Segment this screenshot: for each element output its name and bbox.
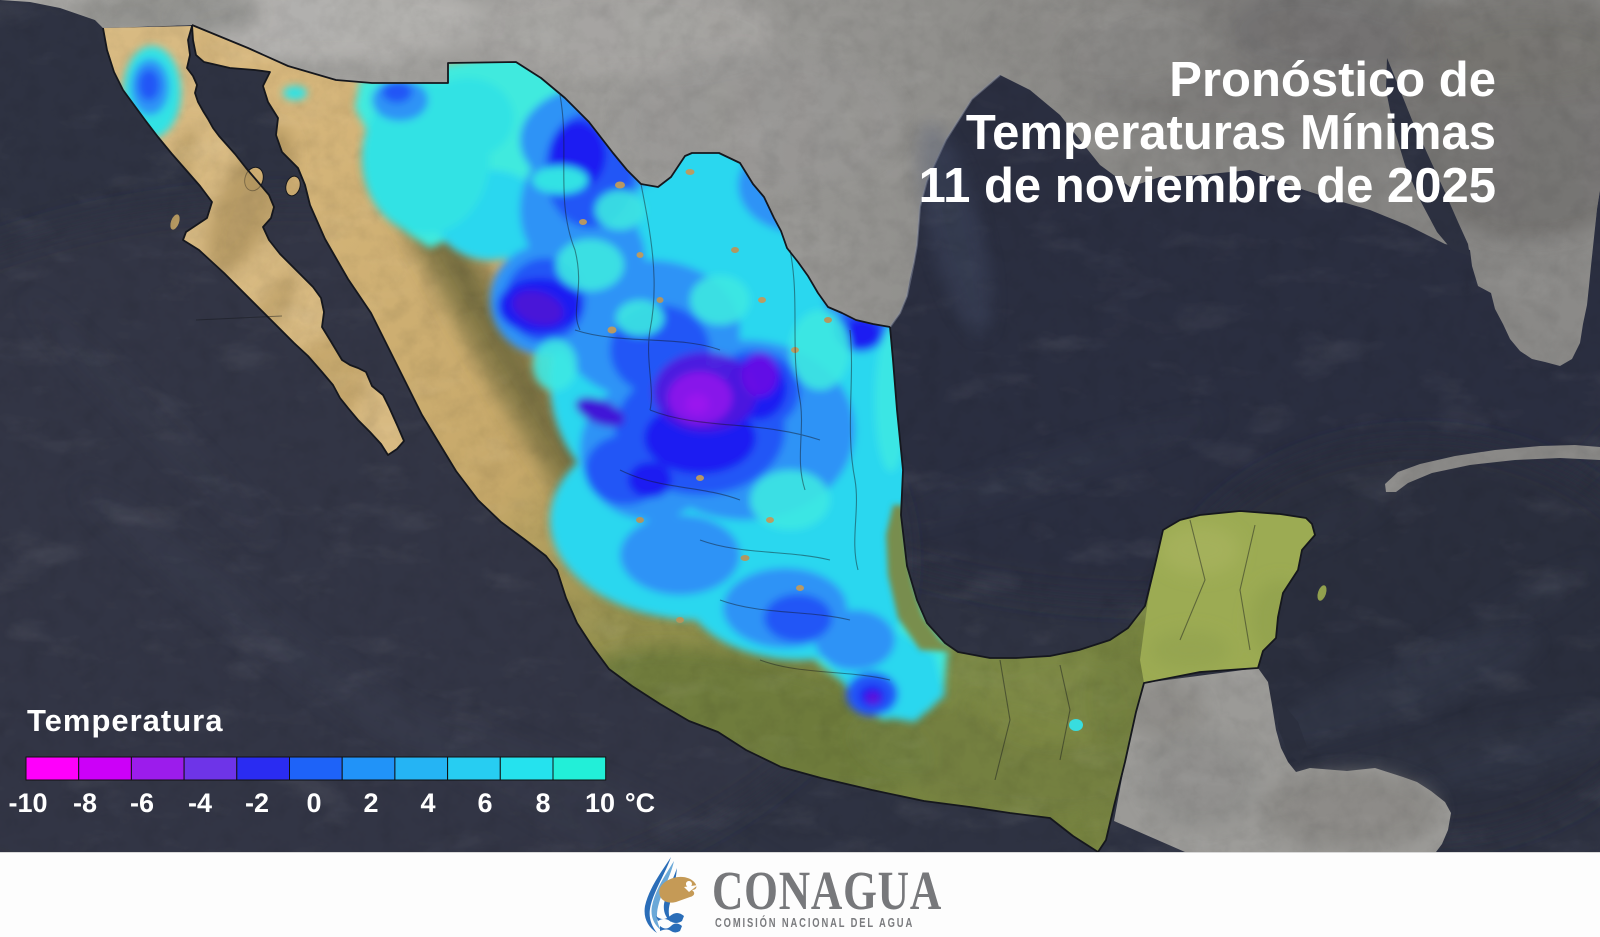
svg-text:10: 10 [585,788,615,818]
svg-text:-2: -2 [245,788,269,818]
svg-text:6: 6 [477,788,492,818]
svg-text:11 de noviembre de 2025: 11 de noviembre de 2025 [919,159,1496,213]
svg-text:4: 4 [420,788,435,818]
svg-text:Pronóstico de: Pronóstico de [1169,53,1496,107]
svg-text:0: 0 [306,788,321,818]
svg-text:-10: -10 [8,788,47,818]
svg-text:°C: °C [625,788,655,818]
svg-text:8: 8 [535,788,550,818]
svg-text:Temperatura: Temperatura [27,703,224,738]
svg-text:-4: -4 [188,788,212,818]
svg-text:-8: -8 [73,788,97,818]
svg-text:-6: -6 [130,788,154,818]
svg-text:2: 2 [363,788,378,818]
svg-text:Temperaturas Mínimas: Temperaturas Mínimas [966,106,1496,160]
